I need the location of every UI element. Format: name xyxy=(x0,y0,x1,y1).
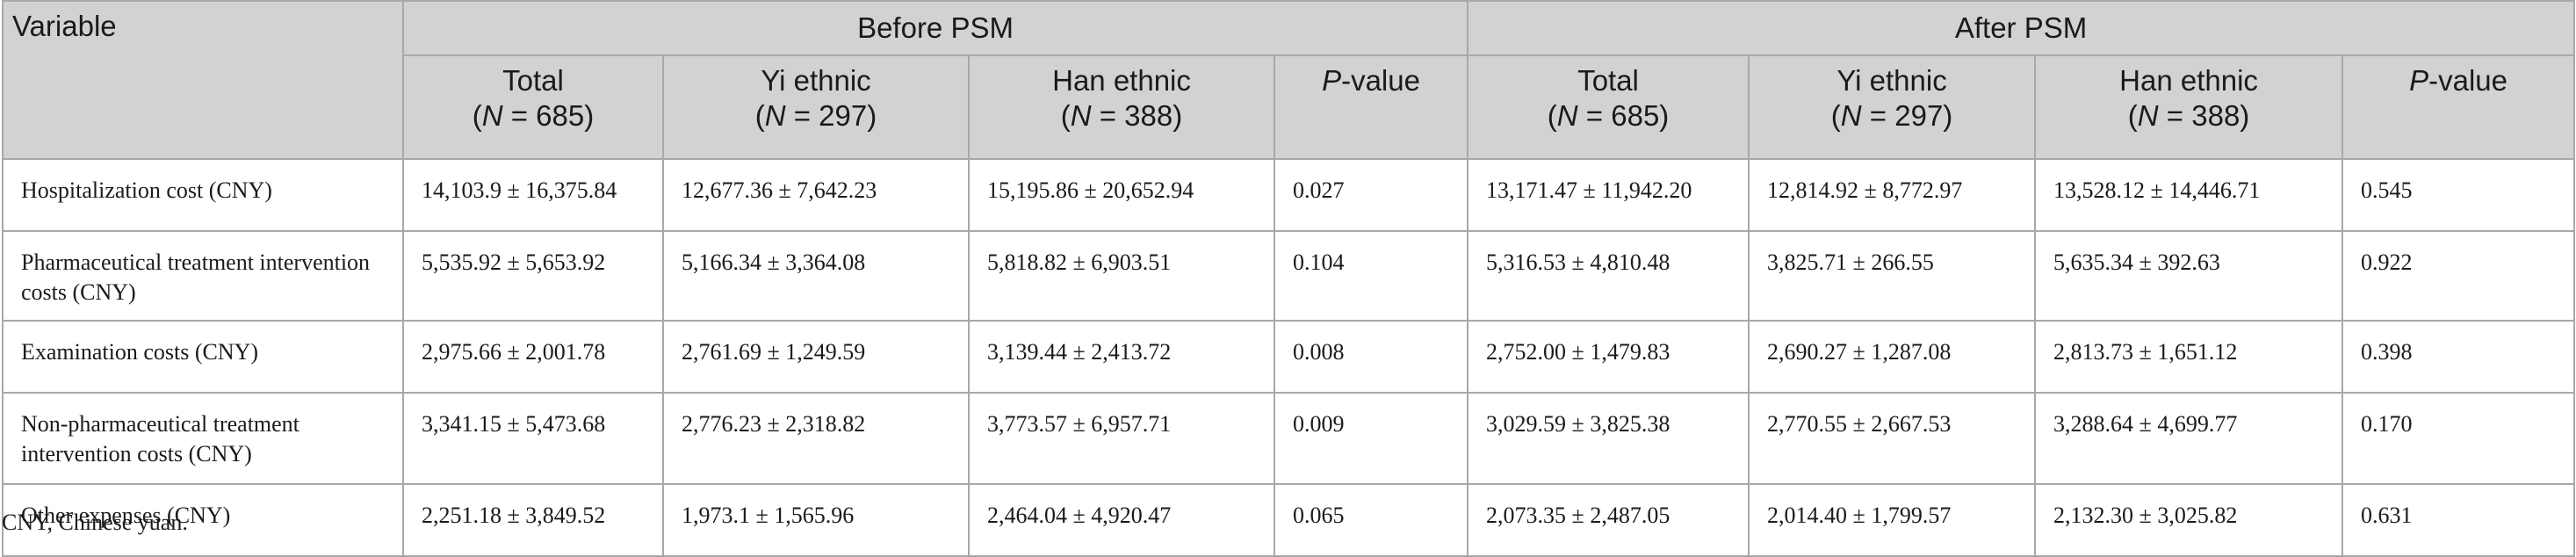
subheader-n: (N = 297) xyxy=(1830,99,1953,132)
cell-value: 3,825.71 ± 266.55 xyxy=(1748,230,2037,322)
cell-value: 14,103.9 ± 16,375.84 xyxy=(402,158,664,232)
subheader-name: P-value xyxy=(2409,64,2507,97)
group-header-before-psm: Before PSM xyxy=(401,0,1469,56)
cell-value: 3,773.57 ± 6,957.71 xyxy=(968,392,1275,485)
cell-pvalue: 0.545 xyxy=(2341,158,2576,232)
cell-value: 2,975.66 ± 2,001.78 xyxy=(402,320,664,394)
cell-pvalue: 0.398 xyxy=(2341,320,2576,394)
cell-value: 2,132.30 ± 3,025.82 xyxy=(2034,483,2344,557)
cell-value: 5,166.34 ± 3,364.08 xyxy=(662,230,970,322)
subheader-yi-before: Yi ethnic (N = 297) xyxy=(662,54,970,160)
subheader-n: (N = 685) xyxy=(1547,99,1670,132)
cell-value: 2,251.18 ± 3,849.52 xyxy=(402,483,664,557)
row-label: Pharmaceutical treatment intervention co… xyxy=(2,230,404,322)
row-label: Examination costs (CNY) xyxy=(2,320,404,394)
table-row: Examination costs (CNY) 2,975.66 ± 2,001… xyxy=(2,320,2576,394)
subheader-han-after: Han ethnic (N = 388) xyxy=(2034,54,2344,160)
subheader-n: (N = 388) xyxy=(1060,99,1183,132)
subheader-name: P-value xyxy=(1322,64,1420,97)
variable-header: Variable xyxy=(2,0,404,160)
table-row: Hospitalization cost (CNY) 14,103.9 ± 16… xyxy=(2,158,2576,232)
cell-value: 5,635.34 ± 392.63 xyxy=(2034,230,2344,322)
subheader-n: (N = 685) xyxy=(472,99,595,132)
cell-pvalue: 0.104 xyxy=(1273,230,1469,322)
cell-value: 2,752.00 ± 1,479.83 xyxy=(1467,320,1750,394)
cell-value: 3,341.15 ± 5,473.68 xyxy=(402,392,664,485)
cell-value: 3,288.64 ± 4,699.77 xyxy=(2034,392,2344,485)
row-label: Hospitalization cost (CNY) xyxy=(2,158,404,232)
row-label: Other expenses (CNY) xyxy=(2,483,404,557)
cell-value: 2,073.35 ± 2,487.05 xyxy=(1467,483,1750,557)
cell-value: 2,813.73 ± 1,651.12 xyxy=(2034,320,2344,394)
cell-value: 1,973.1 ± 1,565.96 xyxy=(662,483,970,557)
cell-value: 12,677.36 ± 7,642.23 xyxy=(662,158,970,232)
subheader-name: Yi ethnic xyxy=(1836,64,1947,97)
header-row-subgroups: Total (N = 685) Yi ethnic (N = 297) Han et… xyxy=(3,54,2576,160)
subheader-name: Total xyxy=(1577,64,1639,97)
cell-value: 5,316.53 ± 4,810.48 xyxy=(1467,230,1750,322)
cell-value: 2,464.04 ± 4,920.47 xyxy=(968,483,1275,557)
cell-value: 2,014.40 ± 1,799.57 xyxy=(1748,483,2037,557)
cell-value: 5,535.92 ± 5,653.92 xyxy=(402,230,664,322)
cell-value: 3,139.44 ± 2,413.72 xyxy=(968,320,1275,394)
cell-value: 13,528.12 ± 14,446.71 xyxy=(2034,158,2344,232)
cell-value: 2,690.27 ± 1,287.08 xyxy=(1748,320,2037,394)
group-header-after-psm: After PSM xyxy=(1467,0,2576,56)
cell-pvalue: 0.922 xyxy=(2341,230,2576,322)
header-row-groups: Variable Before PSM After PSM xyxy=(2,0,2576,160)
row-label: Non-pharmaceutical treatment interventio… xyxy=(2,392,404,485)
table-row: Non-pharmaceutical treatment interventio… xyxy=(2,392,2576,485)
cell-value: 2,770.55 ± 2,667.53 xyxy=(1748,392,2037,485)
cell-value: 13,171.47 ± 11,942.20 xyxy=(1467,158,1750,232)
cell-pvalue: 0.631 xyxy=(2341,483,2576,557)
subheader-total-before: Total (N = 685) xyxy=(402,54,664,160)
cell-value: 2,761.69 ± 1,249.59 xyxy=(662,320,970,394)
cell-value: 15,195.86 ± 20,652.94 xyxy=(968,158,1275,232)
subheader-n: (N = 297) xyxy=(754,99,877,132)
subheader-n: (N = 388) xyxy=(2127,99,2250,132)
cell-pvalue: 0.027 xyxy=(1273,158,1469,232)
cell-pvalue: 0.009 xyxy=(1273,392,1469,485)
subheader-yi-after: Yi ethnic (N = 297) xyxy=(1748,54,2037,160)
subheader-total-after: Total (N = 685) xyxy=(1467,54,1750,160)
cell-value: 5,818.82 ± 6,903.51 xyxy=(968,230,1275,322)
subheader-pvalue-before: P-value xyxy=(1273,54,1469,160)
cell-pvalue: 0.065 xyxy=(1273,483,1469,557)
cell-value: 12,814.92 ± 8,772.97 xyxy=(1748,158,2037,232)
subheader-name: Yi ethnic xyxy=(761,64,871,97)
table-footnote: CNY, Chinese yuan. xyxy=(2,510,188,535)
cell-pvalue: 0.008 xyxy=(1273,320,1469,394)
subheader-name: Total xyxy=(502,64,564,97)
table-row: Pharmaceutical treatment intervention co… xyxy=(2,230,2576,322)
cell-value: 2,776.23 ± 2,318.82 xyxy=(662,392,970,485)
subheader-name: Han ethnic xyxy=(1052,64,1191,97)
subheader-han-before: Han ethnic (N = 388) xyxy=(968,54,1275,160)
subheader-name: Han ethnic xyxy=(2119,64,2258,97)
cell-value: 3,029.59 ± 3,825.38 xyxy=(1467,392,1750,485)
cell-pvalue: 0.170 xyxy=(2341,392,2576,485)
table-row: Other expenses (CNY) 2,251.18 ± 3,849.52… xyxy=(2,483,2576,557)
subheader-pvalue-after: P-value xyxy=(2341,54,2576,160)
